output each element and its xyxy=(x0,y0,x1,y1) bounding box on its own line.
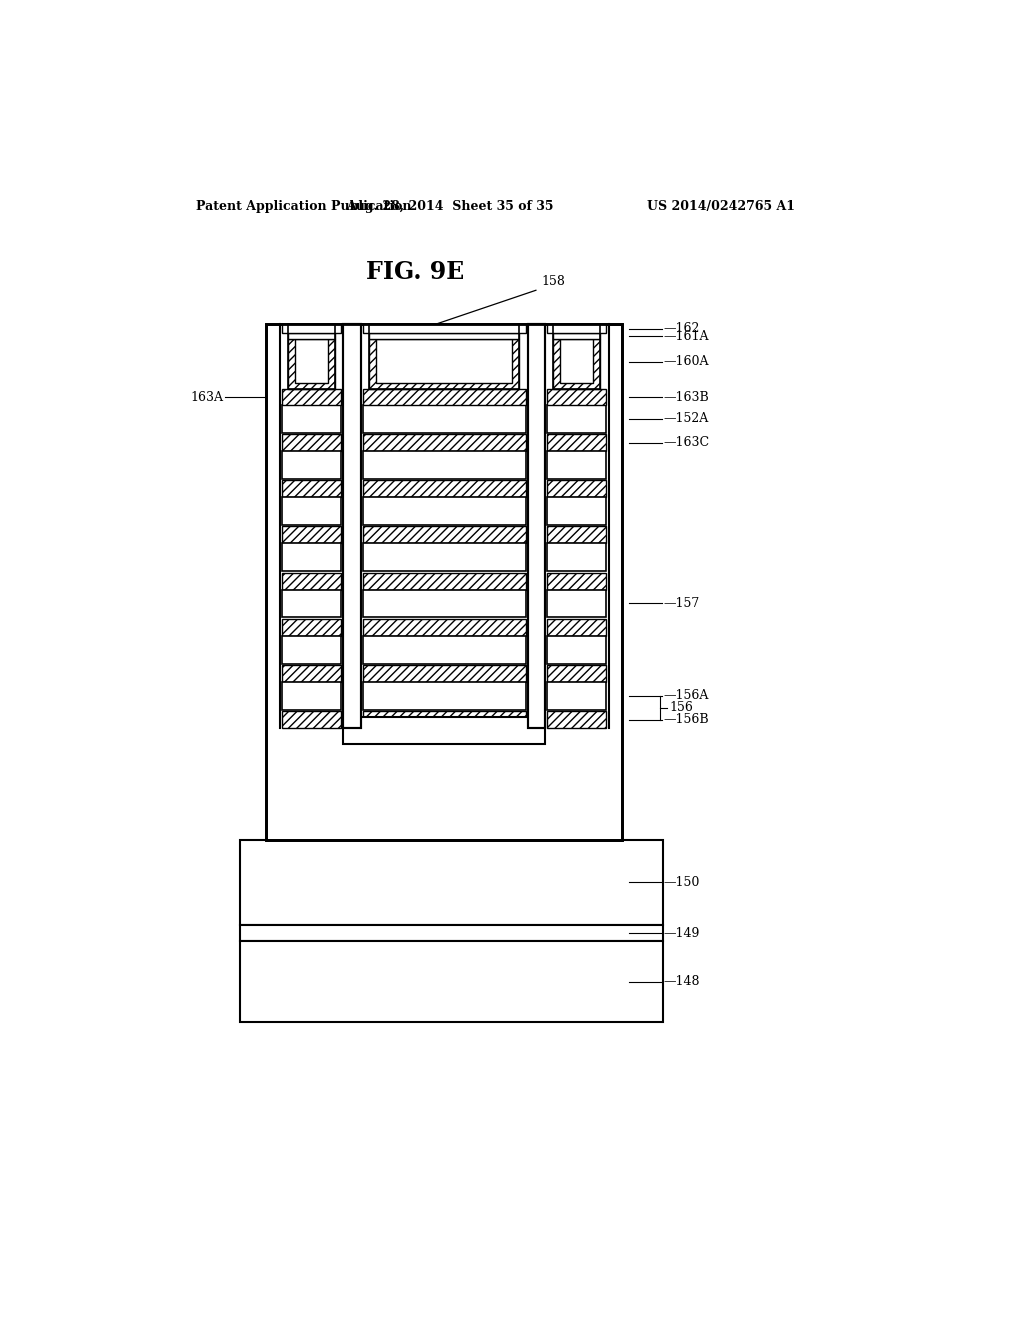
Text: 156: 156 xyxy=(669,701,693,714)
Bar xyxy=(547,682,606,710)
Bar xyxy=(283,527,341,544)
Bar xyxy=(547,711,606,729)
Bar xyxy=(289,333,335,339)
Bar xyxy=(266,323,623,840)
Bar xyxy=(289,339,335,389)
Bar xyxy=(547,544,606,572)
Bar xyxy=(283,323,341,333)
Bar xyxy=(376,339,512,383)
Text: Patent Application Publication: Patent Application Publication xyxy=(197,199,412,213)
Bar xyxy=(554,333,600,339)
Bar xyxy=(343,323,360,729)
Text: —163C: —163C xyxy=(664,436,710,449)
Bar xyxy=(547,405,606,433)
Text: 158: 158 xyxy=(541,275,565,288)
Bar xyxy=(283,434,341,451)
Bar xyxy=(547,498,606,525)
Bar xyxy=(362,682,525,710)
Bar xyxy=(362,405,525,433)
Bar xyxy=(283,619,341,636)
Bar xyxy=(547,636,606,664)
Bar xyxy=(528,323,545,729)
Text: FIG. 9E: FIG. 9E xyxy=(366,260,464,284)
Bar xyxy=(362,323,525,333)
Bar xyxy=(547,590,606,618)
Text: —161A: —161A xyxy=(664,330,709,343)
Bar xyxy=(369,339,519,389)
Text: —152A: —152A xyxy=(664,412,709,425)
Text: —156A: —156A xyxy=(664,689,709,702)
Bar xyxy=(369,333,519,339)
Bar xyxy=(283,682,341,710)
Bar xyxy=(266,323,623,840)
Text: —157: —157 xyxy=(664,597,699,610)
Bar xyxy=(554,339,600,389)
Bar xyxy=(362,434,525,451)
Bar xyxy=(362,527,525,544)
Bar xyxy=(362,711,525,729)
Bar xyxy=(362,389,525,405)
Bar xyxy=(547,323,606,333)
Bar xyxy=(295,339,328,383)
Bar xyxy=(547,451,606,479)
Bar xyxy=(362,573,525,590)
Bar xyxy=(283,389,341,405)
Bar xyxy=(283,405,341,433)
Bar xyxy=(528,323,545,729)
Bar xyxy=(283,451,341,479)
Bar xyxy=(289,323,335,389)
Text: US 2014/0242765 A1: US 2014/0242765 A1 xyxy=(647,199,796,213)
Bar xyxy=(362,498,525,525)
Text: —149: —149 xyxy=(664,927,699,940)
Text: 163A: 163A xyxy=(190,391,223,404)
Bar xyxy=(362,619,525,636)
Bar xyxy=(362,451,525,479)
Bar xyxy=(241,924,663,941)
Bar xyxy=(362,665,525,682)
Bar xyxy=(283,636,341,664)
Bar xyxy=(283,590,341,618)
Bar xyxy=(362,636,525,664)
Bar xyxy=(241,941,663,1022)
Text: Aug. 28, 2014  Sheet 35 of 35: Aug. 28, 2014 Sheet 35 of 35 xyxy=(346,199,553,213)
Bar xyxy=(547,480,606,498)
Text: —148: —148 xyxy=(664,975,700,989)
Bar xyxy=(560,339,593,383)
Bar xyxy=(547,389,606,405)
Bar xyxy=(283,573,341,590)
Text: —162: —162 xyxy=(664,322,699,335)
Bar xyxy=(241,840,663,924)
Bar xyxy=(343,717,545,743)
Bar xyxy=(283,711,341,729)
Bar xyxy=(369,323,519,389)
Bar xyxy=(283,480,341,498)
Bar xyxy=(554,323,600,389)
Bar xyxy=(547,619,606,636)
Text: —160A: —160A xyxy=(664,355,709,368)
Bar xyxy=(283,544,341,572)
Bar xyxy=(343,323,360,729)
Bar xyxy=(547,665,606,682)
Text: —163B: —163B xyxy=(664,391,710,404)
Text: —150: —150 xyxy=(664,875,699,888)
Bar xyxy=(283,498,341,525)
Bar xyxy=(362,590,525,618)
Bar xyxy=(547,527,606,544)
Bar xyxy=(547,573,606,590)
Bar xyxy=(547,434,606,451)
Bar xyxy=(362,480,525,498)
Bar xyxy=(362,544,525,572)
Bar xyxy=(283,665,341,682)
Text: —156B: —156B xyxy=(664,713,710,726)
